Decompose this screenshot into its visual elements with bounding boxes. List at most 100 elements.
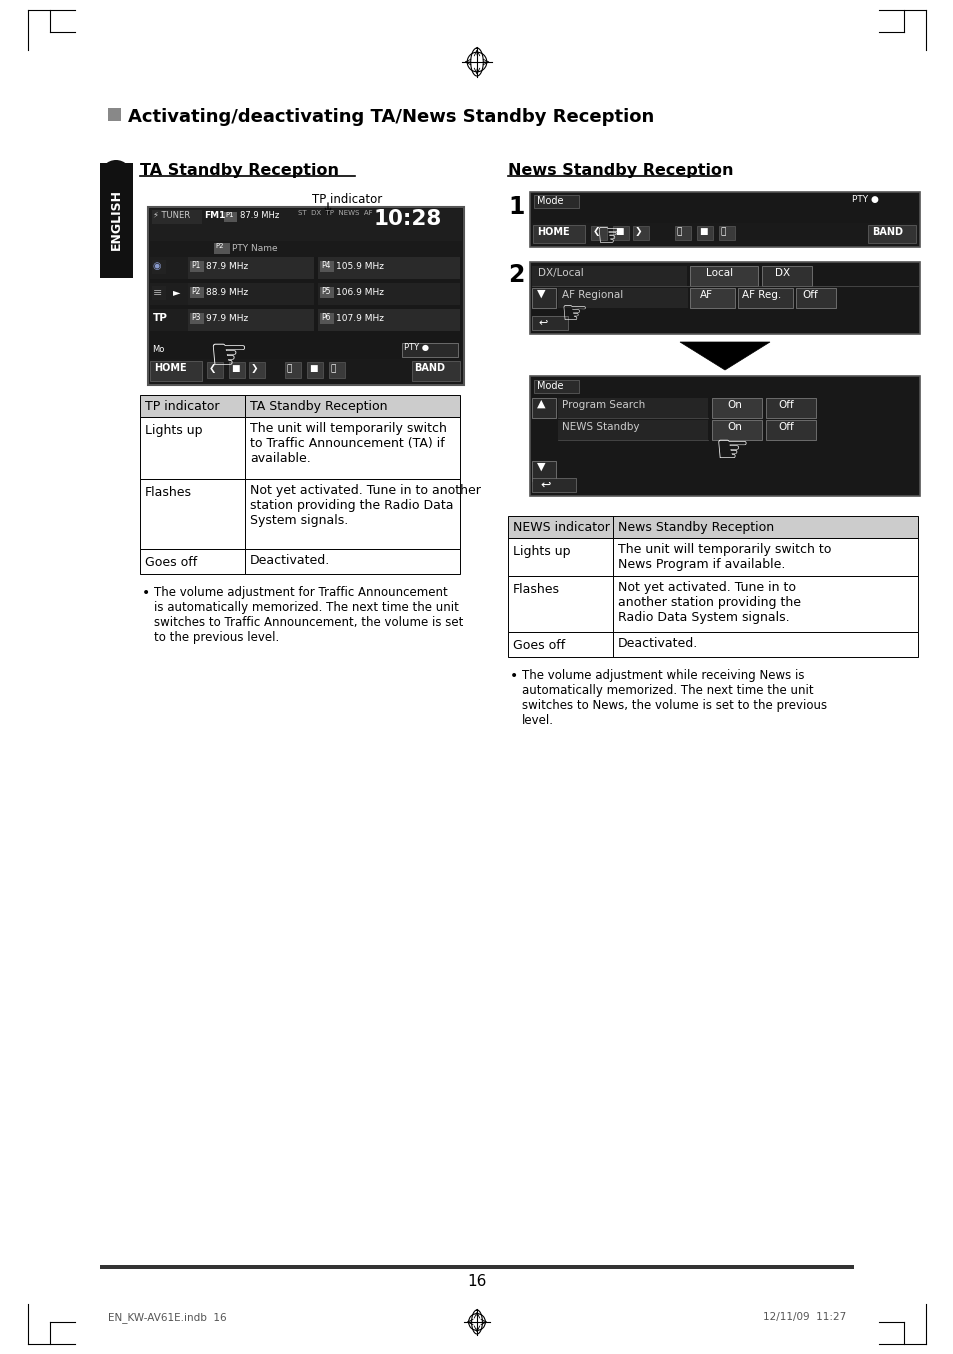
Text: Activating/deactivating TA/News Standby Reception: Activating/deactivating TA/News Standby … xyxy=(128,108,654,126)
Text: Off: Off xyxy=(801,290,817,301)
Bar xyxy=(100,162,132,278)
Text: ⏮: ⏮ xyxy=(677,227,681,236)
Text: 2: 2 xyxy=(507,263,524,287)
Bar xyxy=(867,225,915,242)
Text: ↩: ↩ xyxy=(539,479,550,492)
Text: Not yet activated. Tune in to
another station providing the
Radio Data System si: Not yet activated. Tune in to another st… xyxy=(618,581,801,624)
Bar xyxy=(152,286,166,301)
Text: ☞: ☞ xyxy=(595,219,624,253)
Text: PTY ●: PTY ● xyxy=(851,195,878,204)
Text: Mode: Mode xyxy=(537,380,563,391)
Text: 87.9 MHz: 87.9 MHz xyxy=(240,211,279,219)
Bar xyxy=(530,263,919,334)
Bar xyxy=(207,362,223,378)
Bar xyxy=(534,195,578,209)
Bar xyxy=(719,226,734,240)
Text: ◉: ◉ xyxy=(152,261,161,271)
Text: ↩: ↩ xyxy=(537,317,547,328)
Text: NEWS Standby: NEWS Standby xyxy=(561,422,639,432)
Bar xyxy=(150,362,202,380)
Bar xyxy=(190,287,204,298)
Text: Off: Off xyxy=(778,422,793,432)
Bar xyxy=(317,309,459,330)
Text: 10:28: 10:28 xyxy=(374,209,442,229)
Bar xyxy=(150,209,461,241)
Text: 106.9 MHz: 106.9 MHz xyxy=(335,288,384,297)
Bar xyxy=(532,478,576,492)
Bar xyxy=(249,362,265,378)
Bar xyxy=(319,261,334,272)
Bar xyxy=(532,288,556,307)
Bar xyxy=(613,516,917,538)
Bar xyxy=(152,260,166,274)
Text: ⏮: ⏮ xyxy=(287,364,292,372)
Text: P2: P2 xyxy=(214,242,223,249)
Text: •: • xyxy=(142,586,150,600)
Bar xyxy=(190,261,204,272)
Text: ■: ■ xyxy=(699,227,707,236)
Text: Deactivated.: Deactivated. xyxy=(618,636,698,650)
Text: P6: P6 xyxy=(320,313,330,322)
Bar xyxy=(532,265,686,286)
Text: ⏭: ⏭ xyxy=(720,227,725,236)
Text: Local: Local xyxy=(705,268,732,278)
Text: TP indicator: TP indicator xyxy=(145,399,219,413)
Text: 1: 1 xyxy=(507,195,524,219)
Text: 12/11/09  11:27: 12/11/09 11:27 xyxy=(762,1312,845,1322)
Text: Goes off: Goes off xyxy=(513,639,565,653)
Text: PTY ●: PTY ● xyxy=(403,343,429,352)
Bar xyxy=(150,241,461,257)
Bar xyxy=(307,362,323,378)
Bar xyxy=(148,207,463,385)
Text: Off: Off xyxy=(778,399,793,410)
Bar xyxy=(285,362,301,378)
Bar xyxy=(765,420,815,440)
Bar xyxy=(507,575,613,632)
Bar xyxy=(761,265,811,286)
Bar xyxy=(613,632,917,657)
Text: ST  DX  TP  NEWS  AF: ST DX TP NEWS AF xyxy=(297,210,373,217)
Text: BAND: BAND xyxy=(414,363,444,372)
Bar xyxy=(533,225,584,242)
Text: Lights up: Lights up xyxy=(145,424,202,437)
Text: Flashes: Flashes xyxy=(513,584,559,596)
Bar xyxy=(412,362,459,380)
Text: BAND: BAND xyxy=(871,227,902,237)
Bar xyxy=(711,398,761,418)
Bar xyxy=(689,265,758,286)
Bar xyxy=(317,257,459,279)
Text: News Standby Reception: News Standby Reception xyxy=(507,162,733,177)
Text: ❮: ❮ xyxy=(593,227,599,236)
Bar xyxy=(140,417,245,479)
Text: P3: P3 xyxy=(191,313,200,322)
Text: The volume adjustment for Traffic Announcement
is automatically memorized. The n: The volume adjustment for Traffic Announ… xyxy=(153,586,463,645)
Text: Program Search: Program Search xyxy=(561,399,644,410)
Bar xyxy=(530,192,919,246)
Text: On: On xyxy=(726,399,741,410)
Text: TA Standby Reception: TA Standby Reception xyxy=(140,162,338,177)
Text: ❮: ❮ xyxy=(209,364,216,372)
Text: Mo: Mo xyxy=(152,345,164,353)
Text: 16: 16 xyxy=(467,1274,486,1289)
Text: PTY Name: PTY Name xyxy=(232,244,277,253)
Polygon shape xyxy=(679,343,769,370)
Bar xyxy=(795,288,835,307)
Bar xyxy=(590,226,606,240)
Bar xyxy=(401,343,457,357)
Text: ⚡ TUNER: ⚡ TUNER xyxy=(152,211,190,219)
Bar xyxy=(613,226,628,240)
Bar xyxy=(245,548,459,574)
Bar xyxy=(530,376,919,496)
Text: ■: ■ xyxy=(231,364,239,372)
Bar xyxy=(152,210,202,223)
Text: 88.9 MHz: 88.9 MHz xyxy=(206,288,248,297)
Text: AF Reg.: AF Reg. xyxy=(741,290,781,301)
Text: ≡: ≡ xyxy=(152,288,162,298)
Text: DX/Local: DX/Local xyxy=(537,268,583,278)
Text: ▼: ▼ xyxy=(537,288,545,299)
Bar xyxy=(140,479,245,548)
Bar xyxy=(319,313,334,324)
Text: Deactivated.: Deactivated. xyxy=(250,554,330,567)
Text: P2: P2 xyxy=(191,287,200,297)
Bar xyxy=(140,548,245,574)
